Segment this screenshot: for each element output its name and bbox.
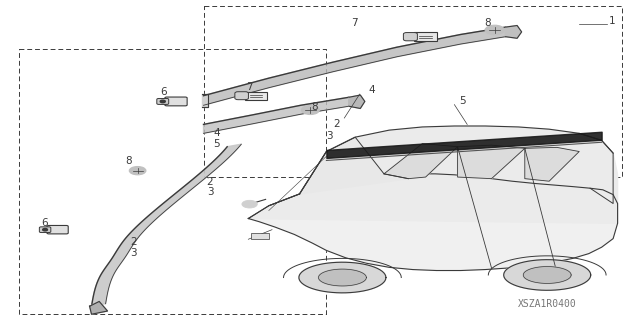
Text: 7: 7 — [246, 82, 253, 92]
Circle shape — [301, 106, 319, 115]
Polygon shape — [319, 269, 366, 286]
Text: 8: 8 — [311, 102, 317, 112]
Text: 2: 2 — [333, 119, 339, 129]
Polygon shape — [458, 145, 525, 179]
Polygon shape — [299, 262, 386, 293]
Circle shape — [129, 167, 146, 175]
Bar — [251, 233, 269, 239]
FancyBboxPatch shape — [157, 99, 169, 104]
Text: 3: 3 — [207, 187, 213, 197]
Text: 7: 7 — [351, 18, 357, 28]
Polygon shape — [248, 174, 618, 271]
Circle shape — [242, 200, 257, 208]
Circle shape — [485, 25, 504, 35]
Text: 6: 6 — [42, 218, 48, 228]
Text: 5: 5 — [213, 139, 220, 149]
Polygon shape — [524, 267, 571, 283]
Polygon shape — [504, 260, 591, 290]
FancyBboxPatch shape — [40, 227, 51, 233]
Circle shape — [43, 228, 47, 231]
Circle shape — [160, 100, 165, 103]
Text: 5: 5 — [460, 96, 466, 107]
Text: 6: 6 — [160, 87, 166, 97]
Polygon shape — [204, 27, 506, 105]
Text: 4: 4 — [369, 85, 375, 95]
Text: 1: 1 — [609, 16, 616, 26]
Polygon shape — [300, 137, 408, 194]
Text: 3: 3 — [130, 248, 136, 258]
FancyBboxPatch shape — [165, 97, 187, 106]
Polygon shape — [248, 126, 618, 223]
FancyBboxPatch shape — [245, 92, 267, 100]
Text: 3: 3 — [326, 130, 333, 141]
Polygon shape — [506, 26, 522, 38]
Text: 2: 2 — [130, 237, 136, 247]
FancyBboxPatch shape — [235, 92, 248, 100]
FancyBboxPatch shape — [414, 32, 437, 41]
Polygon shape — [202, 94, 208, 107]
Text: 8: 8 — [484, 18, 491, 28]
Polygon shape — [204, 97, 349, 133]
Polygon shape — [349, 95, 365, 108]
Polygon shape — [90, 301, 108, 314]
Polygon shape — [92, 144, 241, 306]
Text: XSZA1R0400: XSZA1R0400 — [518, 299, 577, 309]
Text: 4: 4 — [213, 128, 220, 138]
Polygon shape — [384, 144, 458, 179]
Polygon shape — [525, 147, 579, 181]
FancyBboxPatch shape — [47, 226, 68, 234]
FancyBboxPatch shape — [403, 33, 417, 41]
Text: 2: 2 — [207, 177, 213, 187]
Text: 8: 8 — [125, 156, 131, 166]
